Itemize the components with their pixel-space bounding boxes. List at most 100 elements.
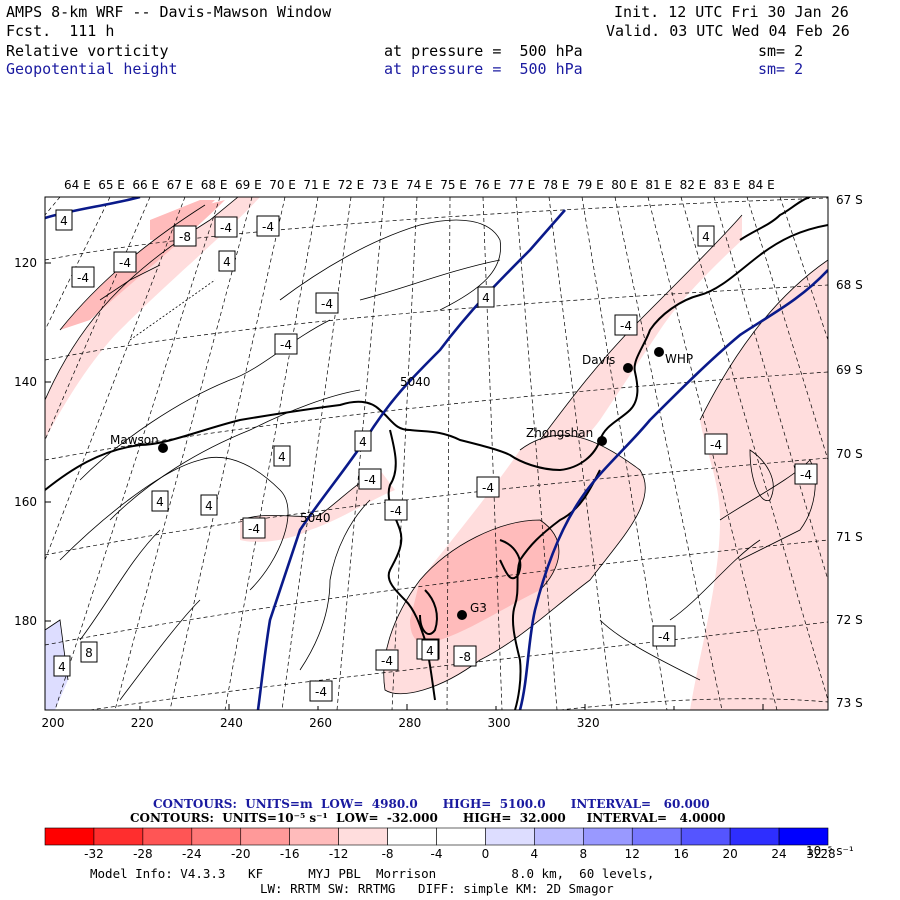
x-tick-label: 280 bbox=[398, 716, 421, 730]
field1-smoothing: sm= 2 bbox=[758, 42, 804, 60]
field2-name: Geopotential height bbox=[6, 60, 178, 78]
contour-label-box bbox=[173, 225, 197, 247]
lon-label: 78 E bbox=[543, 178, 570, 192]
contour-label-box bbox=[384, 499, 408, 521]
lon-label: 82 E bbox=[680, 178, 707, 192]
lon-label: 64 E bbox=[64, 178, 91, 192]
y-tick-label: 160 bbox=[14, 495, 37, 509]
contour-label-box bbox=[200, 494, 218, 516]
contour-label: -4 bbox=[658, 630, 670, 644]
contour-label-box bbox=[256, 215, 280, 237]
station-dot-mawson bbox=[158, 443, 168, 453]
colorbar-label: 32 bbox=[806, 847, 821, 861]
contour-label-box bbox=[80, 641, 98, 663]
contour-label: 4 bbox=[359, 435, 367, 449]
contour-label: -4 bbox=[315, 685, 327, 699]
contour-label: -4 bbox=[482, 481, 494, 495]
field2-level: at pressure = 500 hPa bbox=[384, 60, 583, 78]
station-label-davis: Davis bbox=[582, 353, 615, 367]
contour-label: -4 bbox=[364, 473, 376, 487]
colorbar-label: 8 bbox=[579, 847, 587, 861]
colorbar-swatch bbox=[387, 827, 437, 846]
colorbar-swatch bbox=[436, 827, 486, 846]
colorbar-swatch bbox=[338, 827, 388, 846]
contour-label-box bbox=[113, 251, 137, 273]
station-label-zhongshan: Zhongshan bbox=[526, 426, 593, 440]
lat-label: 68 S bbox=[836, 278, 863, 292]
longitude-labels: 64 E 65 E 66 E 67 E 68 E 69 E 70 E 71 E 72 E 73 E… bbox=[64, 178, 775, 192]
contour-label: 4 bbox=[278, 450, 286, 464]
lon-label: 69 E bbox=[235, 178, 262, 192]
y-tick-label: 120 bbox=[14, 256, 37, 270]
colorbar-swatch bbox=[289, 827, 339, 846]
contour-label: 4 bbox=[156, 495, 164, 509]
contour-label-box bbox=[214, 216, 238, 238]
lat-label: 73 S bbox=[836, 696, 863, 710]
contour-label: -8 bbox=[459, 650, 471, 664]
lat-label: 67 S bbox=[836, 193, 863, 207]
colorbar-label: 4 bbox=[531, 847, 539, 861]
contour-label-box bbox=[218, 250, 236, 272]
contour-label-box bbox=[421, 639, 439, 661]
contour-label: 4 bbox=[702, 230, 710, 244]
station-dot-whp bbox=[654, 347, 664, 357]
colorbar-swatch bbox=[191, 827, 242, 846]
lon-label: 83 E bbox=[714, 178, 741, 192]
contour-label-box bbox=[477, 286, 495, 308]
colorbar-swatch bbox=[142, 827, 193, 846]
colorbar-label: 16 bbox=[674, 847, 689, 861]
lon-label: 70 E bbox=[269, 178, 296, 192]
colorbar-swatch bbox=[485, 827, 535, 846]
colorbar bbox=[44, 827, 829, 846]
axis-ticks bbox=[44, 262, 764, 710]
vorticity-contour-caption: CONTOURS: UNITS=10⁻⁵ s⁻¹ LOW= -32.000 HI… bbox=[130, 811, 726, 825]
colorbar-label: 24 bbox=[771, 847, 786, 861]
contour-label: 4 bbox=[223, 255, 231, 269]
colorbar-label: 28 bbox=[820, 847, 835, 861]
colorbar-label: 0 bbox=[482, 847, 490, 861]
colorbar-label: -20 bbox=[231, 847, 251, 861]
x-tick-label: 260 bbox=[309, 716, 332, 730]
colorbar-label: -32 bbox=[84, 847, 104, 861]
x-tick-label: 200 bbox=[42, 716, 65, 730]
station-dot-g3 bbox=[457, 610, 467, 620]
contour-label-box bbox=[476, 476, 500, 498]
y-tick-label: 140 bbox=[14, 375, 37, 389]
contour-label: -4 bbox=[381, 654, 393, 668]
contour-label: 4 bbox=[482, 291, 490, 305]
contour-label: -4 bbox=[321, 297, 333, 311]
contour-label-box bbox=[274, 333, 298, 355]
colorbar-swatch bbox=[583, 827, 633, 846]
contour-label: -8 bbox=[179, 230, 191, 244]
lat-label: 71 S bbox=[836, 530, 863, 544]
colorbar-swatch bbox=[240, 827, 290, 846]
lat-label: 70 S bbox=[836, 447, 863, 461]
colorbar-label: 12 bbox=[625, 847, 640, 861]
model-physics: LW: RRTM SW: RRTMG DIFF: simple KM: 2D S… bbox=[260, 881, 614, 896]
colorbar-swatch bbox=[44, 827, 95, 846]
colorbar-units: 10⁻⁵ s⁻¹ bbox=[806, 844, 854, 858]
lat-label: 72 S bbox=[836, 613, 863, 627]
colorbar-label: -28 bbox=[133, 847, 153, 861]
lon-label: 68 E bbox=[201, 178, 228, 192]
height-label: 5040 bbox=[400, 375, 431, 389]
colorbar-swatch bbox=[778, 827, 829, 846]
contour-label-box bbox=[375, 649, 399, 671]
x-tick-label: 220 bbox=[131, 716, 154, 730]
contour-label-box bbox=[358, 468, 382, 490]
contour-label-box bbox=[652, 625, 676, 647]
contour-label-box bbox=[309, 680, 333, 702]
contour-label-box bbox=[354, 430, 372, 452]
forecast-hour: Fcst. 111 h bbox=[6, 22, 115, 40]
height-label: 5040 bbox=[300, 511, 331, 525]
station-markers: Mawson Davis WHP Zhongshan G3 bbox=[110, 347, 693, 620]
contour-label: -4 bbox=[390, 504, 402, 518]
colorbar-label: -24 bbox=[182, 847, 202, 861]
contour-label-box bbox=[273, 445, 291, 467]
colorbar-label: -4 bbox=[431, 847, 443, 861]
lon-label: 71 E bbox=[303, 178, 330, 192]
field1-level: at pressure = 500 hPa bbox=[384, 42, 583, 60]
contour-label: -4 bbox=[248, 522, 260, 536]
